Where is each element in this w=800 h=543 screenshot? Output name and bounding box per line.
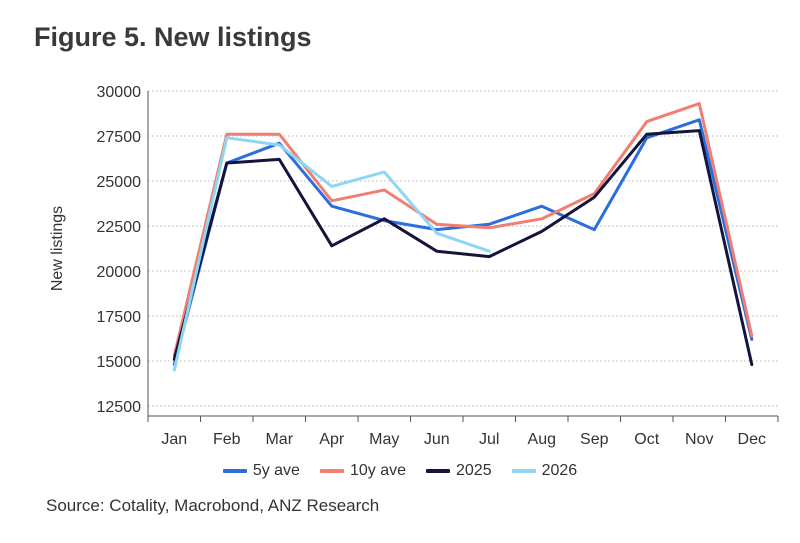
chart-title: Figure 5. New listings: [34, 22, 312, 52]
x-tick-label-jul: Jul: [479, 431, 499, 448]
legend-swatch-10y-ave: [319, 469, 344, 473]
x-tick-label-may: May: [369, 431, 399, 448]
x-tick-label-dec: Dec: [738, 431, 766, 448]
series-line-2026: [172, 136, 491, 372]
legend-label-2026: 2026: [541, 462, 578, 479]
legend-swatch-2026: [511, 469, 536, 473]
legend-swatch-2025: [426, 469, 450, 473]
legend-item-5y-ave: 5y ave: [222, 462, 300, 480]
legend-label-10y-ave: 10y ave: [349, 462, 406, 479]
y-tick-label-22500: 22500: [97, 219, 142, 236]
x-tick-label-jan: Jan: [161, 431, 187, 448]
x-tick-label-nov: Nov: [685, 431, 713, 448]
y-tick-label-30000: 30000: [97, 84, 142, 101]
legend-label-5y-ave: 5y ave: [252, 462, 300, 479]
y-tick-label-12500: 12500: [97, 399, 142, 416]
y-tick-label-17500: 17500: [97, 309, 142, 326]
line-chart: 12500 15000 17500 20000 22500 25000 27500 30000…: [49, 84, 779, 448]
x-tick-label-aug: Aug: [528, 431, 556, 448]
source-note: Source: Cotality, Macrobond, ANZ Researc…: [46, 496, 380, 515]
y-axis-label: New listings: [49, 206, 66, 291]
series-line-2025: [172, 129, 754, 367]
legend-label-2025: 2025: [456, 462, 492, 479]
y-tick-label-25000: 25000: [97, 174, 142, 191]
x-tick-label-jun: Jun: [424, 431, 450, 448]
x-tick-label-feb: Feb: [213, 431, 241, 448]
y-tick-label-20000: 20000: [97, 264, 142, 281]
x-tick-label-oct: Oct: [634, 431, 659, 448]
legend-swatch-5y-ave: [222, 469, 247, 473]
chart-legend: 5y ave 10y ave 2025 2026: [0, 462, 800, 480]
legend-item-2025: 2025: [426, 462, 492, 480]
x-tick-label-sep: Sep: [580, 431, 609, 448]
y-tick-label-27500: 27500: [97, 129, 142, 146]
legend-item-10y-ave: 10y ave: [319, 462, 406, 480]
legend-item-2026: 2026: [511, 462, 578, 480]
y-tick-label-15000: 15000: [97, 354, 142, 371]
x-tick-label-apr: Apr: [319, 431, 345, 448]
x-tick-label-mar: Mar: [265, 431, 293, 448]
series-line-10y-ave: [172, 102, 754, 358]
